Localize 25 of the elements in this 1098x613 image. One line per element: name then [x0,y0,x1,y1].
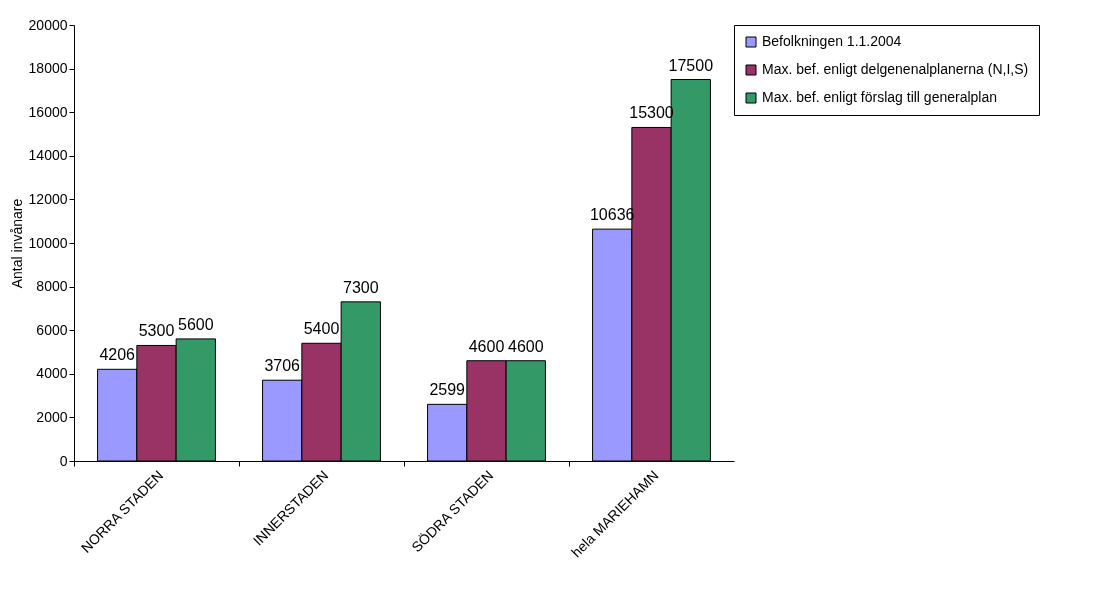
data-label: 4600 [468,337,505,355]
y-tick-label: 16000 [28,103,68,120]
data-label: 7300 [342,278,379,296]
y-tick-label: 14000 [28,147,68,164]
legend-label: Max. bef. enligt delgenenalplanerna (N,I,S) [762,61,1029,77]
data-label: 5300 [138,322,175,340]
y-tick-label: 6000 [36,321,68,338]
y-tick-label: 8000 [36,278,68,295]
data-label: 5400 [303,320,340,338]
y-tick-label: 10000 [28,234,68,251]
data-label: 4600 [507,337,544,355]
y-tick-label: 20000 [28,16,68,33]
y-tick-label: 2000 [36,408,68,425]
y-tick-label: 12000 [28,190,68,207]
data-label: 5600 [177,315,214,333]
y-tick-label: 18000 [28,60,68,77]
legend-label: Max. bef. enligt förslag till generalplan [762,89,998,105]
y-tick-label: 0 [59,452,68,469]
y-tick-label: 4000 [36,365,68,382]
data-label: 2599 [429,381,466,399]
legend-label: Befolkningen 1.1.2004 [762,33,902,49]
data-label: 17500 [668,56,714,74]
y-axis-title: Antal invånare [8,198,25,289]
data-label: 3706 [264,357,301,375]
data-label: 4206 [99,346,136,364]
